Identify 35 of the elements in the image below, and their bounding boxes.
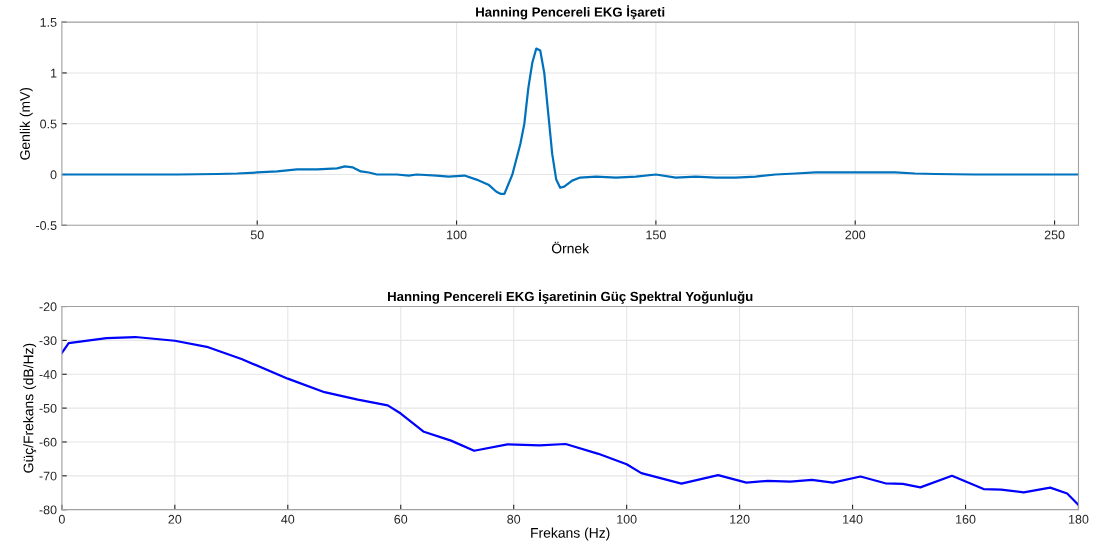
y-tick-label: -70: [39, 471, 57, 481]
x-tick-label: 250: [1044, 230, 1065, 240]
line-series: [61, 47, 1079, 195]
y-tick-label: 1: [51, 68, 57, 78]
y-tick-label: -40: [39, 370, 57, 379]
y-tick-label: 1.5: [40, 18, 57, 27]
x-tick-label: 140: [843, 514, 863, 524]
y-tick-label: -50: [39, 403, 57, 413]
x-axis-title: Frekans (Hz): [531, 527, 610, 541]
x-tick-label: 40: [281, 514, 295, 524]
y-tick-label: -80: [39, 505, 57, 515]
x-tick-label: 120: [730, 514, 750, 524]
x-tick-label: 100: [617, 514, 637, 524]
y-tick-label: -0.5: [36, 221, 57, 230]
y-tick-label: 0.5: [40, 119, 57, 129]
x-tick-label: 50: [250, 230, 264, 240]
x-tick-label: 160: [956, 514, 976, 524]
y-axis-title: Güç/Frekans (dB/Hz): [23, 343, 37, 473]
x-tick-label: 200: [845, 230, 866, 240]
x-tick-label: 60: [394, 514, 408, 524]
chart-title: Hanning Pencereli EKG İşareti: [476, 5, 665, 20]
x-tick-label: 80: [507, 514, 521, 524]
x-tick-label: 150: [646, 230, 666, 240]
chart-title: Hanning Pencereli EKG İşaretinin Güç Spektral Yoğunluğu: [388, 289, 753, 304]
y-axis-title: Genlik (mV): [19, 87, 33, 160]
x-tick-label: 180: [1069, 514, 1089, 524]
x-tick-label: 0: [58, 514, 65, 524]
y-tick-label: 0: [50, 170, 57, 180]
x-axis-title: Örnek: [551, 241, 590, 254]
line-series: [61, 335, 1079, 507]
y-tick-label: -60: [39, 437, 57, 447]
x-tick-label: 20: [168, 514, 182, 524]
y-tick-label: -20: [39, 302, 57, 312]
y-tick-label: -30: [39, 336, 57, 346]
x-tick-label: 100: [447, 230, 467, 240]
